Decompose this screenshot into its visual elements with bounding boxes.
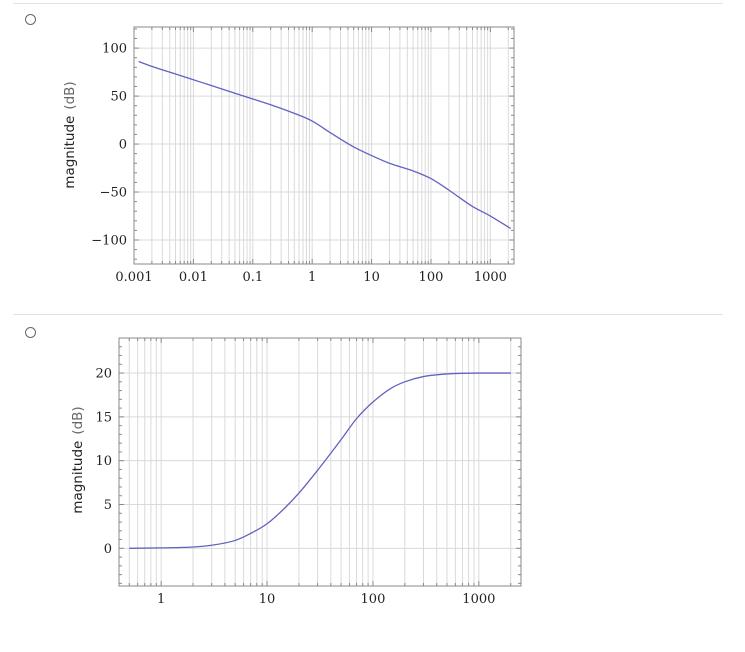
plot-1-y-tick-label: 100	[102, 42, 127, 57]
plot-1-magnitude-curve	[138, 60, 512, 230]
plot-2-grid	[118, 338, 521, 586]
plot-1-x-tick-label: 100	[419, 270, 444, 285]
plot-2-y-tick-label: 5	[104, 498, 112, 513]
plot-2-x-tick-label: 1000	[462, 592, 495, 607]
plot-1-x-tick-label: 0.1	[242, 270, 263, 285]
plot-1-y-tick-label: 0	[119, 138, 127, 153]
plot-2-y-tick-label: 20	[95, 367, 112, 382]
plot-2-y-axis-label: magnitude (dB)	[70, 406, 86, 513]
plot-1-ticks: 0.001 0.01 0.1 1 10 100 1000 100 50 0 −50 −100	[91, 27, 514, 285]
plot-1-x-tick-label: 10	[363, 270, 380, 285]
answer-option-2-radio[interactable]	[25, 327, 36, 338]
option-divider	[13, 314, 723, 315]
plot-1-frame	[133, 26, 515, 265]
plot-2-y-tick-label: 10	[95, 454, 112, 469]
bode-magnitude-plot-1: 0.001 0.01 0.1 1 10 100 1000 100 50 0 −50 −100 magn…	[62, 26, 515, 285]
plot-1-y-tick-label: −100	[91, 234, 127, 249]
plot-2-x-tick-label: 10	[259, 592, 276, 607]
top-divider	[13, 3, 723, 4]
plot-2-x-tick-label: 100	[361, 592, 386, 607]
plot-2-y-axis-unit: (dB)	[70, 406, 86, 434]
plot-1-x-tick-label: 1000	[474, 270, 507, 285]
plot-1-y-tick-label: 50	[110, 90, 127, 105]
plot-2-y-tick-label: 15	[95, 410, 112, 425]
plot-2-magnitude-curve	[129, 372, 511, 549]
plot-1-y-tick-label: −50	[100, 186, 127, 201]
plot-2-x-tick-label: 1	[157, 592, 165, 607]
plot-1-x-tick-label: 1	[308, 270, 316, 285]
plot-2-ticks: 1 10 100 1000 20 15 10 5 0	[95, 337, 521, 607]
plot-1-y-axis-unit: (dB)	[62, 81, 78, 109]
plot-2-frame	[118, 337, 522, 587]
plot-2-y-tick-label: 0	[104, 542, 112, 557]
plot-1-x-tick-label: 0.001	[115, 270, 152, 285]
plot-1-x-tick-label: 0.01	[179, 270, 208, 285]
plot-1-y-axis-label: magnitude (dB)	[62, 81, 78, 188]
plot-2-y-axis-label-text: magnitude	[70, 441, 86, 514]
answer-option-1-radio[interactable]	[25, 14, 36, 25]
plot-1-y-axis-label-text: magnitude	[62, 116, 78, 189]
